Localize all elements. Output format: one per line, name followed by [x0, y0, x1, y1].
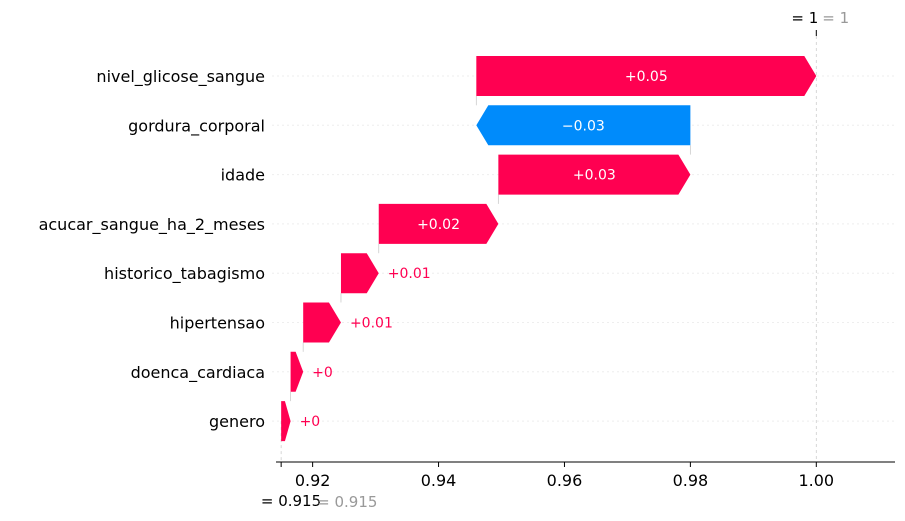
value-guides: [280, 36, 817, 462]
bar-value-label: +0.01: [350, 316, 393, 332]
x-tick-label: 0.96: [547, 471, 583, 490]
x-axis: 0.92 0.94 0.96 0.98 1.00: [276, 461, 895, 490]
waterfall-bar: [340, 253, 379, 294]
final-value-label: = 1: [791, 9, 818, 27]
final-value-gray-label: = 1: [822, 9, 849, 27]
waterfall-bar: [290, 351, 304, 392]
feature-label: acucar_sangue_ha_2_meses: [39, 215, 265, 235]
annotations: = 1 = 1 = 0.915= 0.915: [261, 9, 849, 511]
x-tick-label: 0.92: [295, 471, 331, 490]
x-tick-label: 1.00: [798, 471, 834, 490]
base-value-label: = 0.915: [261, 492, 321, 510]
base-value-gray-label: = 0.915: [317, 493, 377, 511]
bar-value-label: +0.01: [388, 266, 431, 282]
feature-label: idade: [221, 166, 265, 185]
x-tick-label: 0.98: [673, 471, 709, 490]
feature-label: genero: [209, 412, 265, 431]
feature-label: hipertensao: [170, 314, 265, 333]
waterfall-bar: [378, 203, 499, 244]
feature-label: nivel_glicose_sangue: [96, 67, 265, 87]
bars: +0.05 −0.03 +0.03 +0.02 +0.01 +0.01 +0 +0: [281, 56, 817, 442]
x-tick-label: 0.94: [421, 471, 457, 490]
feature-label: gordura_corporal: [128, 116, 265, 136]
bar-value-label: +0.03: [573, 168, 616, 184]
waterfall-bar: [281, 401, 291, 442]
feature-labels: nivel_glicose_sangue gordura_corporalidad…: [39, 67, 265, 431]
feature-label: historico_tabagismo: [104, 264, 265, 284]
bar-value-label: +0.02: [417, 217, 460, 233]
bar-value-label: +0: [312, 365, 333, 381]
bar-value-label: −0.03: [562, 118, 605, 134]
waterfall-bar: [476, 105, 691, 146]
waterfall-bar: [476, 56, 817, 96]
feature-label: doenca_cardiaca: [131, 363, 265, 383]
bar-value-label: +0.05: [625, 69, 668, 85]
waterfall-bar: [498, 154, 691, 195]
waterfall-bar: [303, 302, 341, 343]
bar-value-label: +0: [300, 414, 321, 430]
